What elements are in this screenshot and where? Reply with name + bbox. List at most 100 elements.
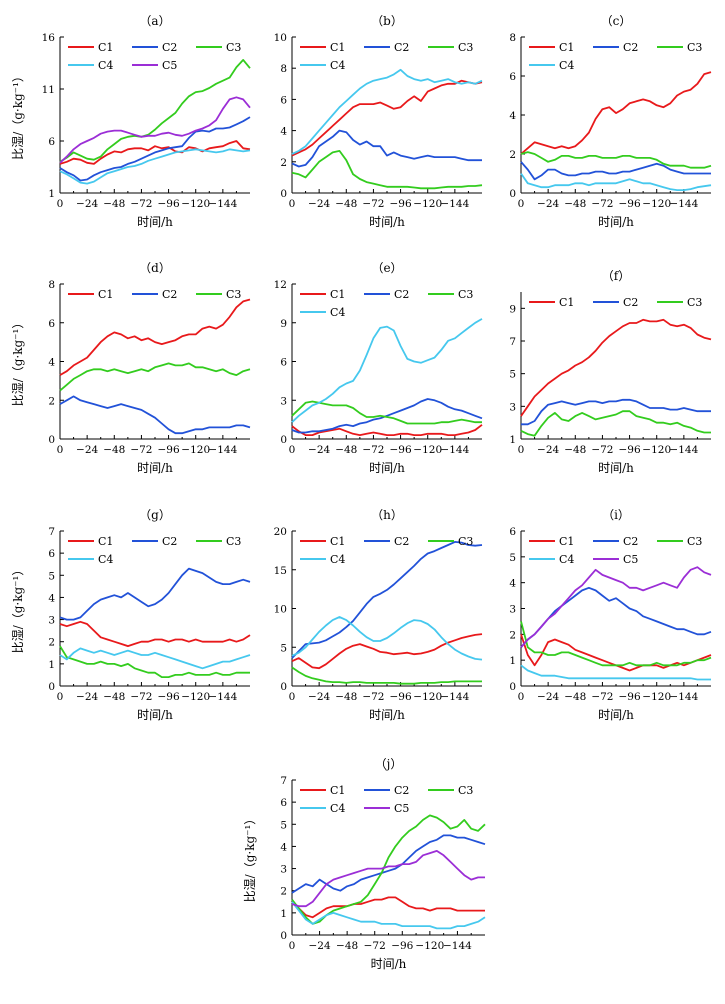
x-tick-label: 0: [57, 691, 64, 703]
x-tick-label: −144: [669, 198, 698, 210]
panel-title: （i）: [602, 508, 630, 522]
series-line-c3: [291, 814, 486, 925]
x-axis-title: 时间/h: [598, 708, 634, 722]
y-tick-label: 15: [274, 565, 287, 577]
y-tick-label: 0: [280, 434, 287, 446]
y-tick-label: 6: [48, 136, 55, 148]
legend-label-c3: C3: [226, 41, 241, 54]
y-tick-label: 5: [280, 642, 287, 654]
series-line-c1: [291, 896, 485, 919]
legend-label-c4: C4: [559, 553, 574, 566]
x-tick-label: −144: [669, 691, 698, 703]
y-tick-label: 12: [274, 279, 287, 291]
y-tick-label: 8: [280, 63, 287, 75]
y-tick-label: 4: [509, 110, 516, 122]
legend-label-c1: C1: [330, 784, 345, 797]
x-tick-label: −120: [181, 691, 210, 703]
panel-title: （e）: [371, 261, 402, 275]
series-line-c2: [291, 834, 486, 894]
series-line-c3: [291, 666, 482, 685]
x-tick-label: 0: [518, 444, 525, 456]
series-line-c3: [291, 400, 482, 425]
series-line-c3: [291, 149, 483, 190]
series-line-c2: [59, 567, 251, 621]
legend-label-c3: C3: [687, 296, 702, 309]
x-tick-label: −144: [669, 444, 698, 456]
series-line-c3: [520, 151, 712, 169]
series-line-c1: [59, 140, 251, 165]
chart-panel-7: （g） 0 1 2 3 4 5 6 7 0 −24 −48 −72 −96 −120−144 时间/h 比湿/（…: [10, 508, 251, 722]
y-tick-label: 6: [280, 357, 287, 369]
x-tick-label: −72: [362, 198, 384, 210]
y-tick-label: 10: [274, 32, 287, 44]
x-axis-title: 时间/h: [598, 215, 634, 229]
x-tick-label: −24: [76, 444, 98, 456]
series-line-c1: [59, 298, 251, 376]
legend-label-c3: C3: [458, 784, 473, 797]
x-tick-label: 0: [518, 198, 525, 210]
x-tick-label: −72: [591, 444, 613, 456]
x-tick-label: −48: [564, 691, 586, 703]
legend-label-c2: C2: [162, 41, 177, 54]
x-tick-label: −48: [564, 444, 586, 456]
x-tick-label: −96: [618, 198, 640, 210]
x-tick-label: 0: [289, 691, 296, 703]
y-axis-title: 比湿/（g·kg⁻¹）: [10, 317, 25, 407]
series-line-c2: [521, 398, 711, 426]
y-tick-label: 6: [280, 94, 287, 106]
series-line-c1: [59, 620, 251, 647]
legend-label-c4: C4: [98, 553, 113, 566]
x-axis-title: 时间/h: [598, 461, 634, 475]
legend-label-c2: C2: [394, 535, 409, 548]
x-tick-label: −24: [537, 444, 559, 456]
y-tick-label: 2: [48, 395, 55, 407]
y-tick-label: 0: [48, 434, 55, 446]
series-line-c3: [59, 362, 251, 392]
x-tick-label: −72: [130, 444, 152, 456]
series-line-c2: [520, 586, 712, 648]
x-tick-label: 0: [289, 940, 296, 952]
series-line-c2: [291, 398, 483, 434]
y-tick-label: 6: [280, 797, 287, 809]
series-line-c3: [59, 645, 250, 678]
x-axis-title: 时间/h: [137, 215, 173, 229]
x-tick-label: −72: [364, 940, 386, 952]
y-tick-label: 2: [509, 629, 516, 641]
y-tick-label: 4: [509, 578, 516, 590]
x-tick-label: −72: [591, 691, 613, 703]
x-tick-label: −24: [308, 444, 330, 456]
y-tick-label: 5: [509, 369, 516, 381]
x-tick-label: 0: [289, 198, 296, 210]
y-tick-label: 0: [509, 681, 516, 693]
legend-label-c1: C1: [330, 288, 345, 301]
y-tick-label: 3: [509, 401, 516, 413]
y-tick-label: 5: [48, 570, 55, 582]
legend-label-c3: C3: [687, 41, 702, 54]
legend-label-c1: C1: [330, 535, 345, 548]
x-tick-label: 0: [289, 444, 296, 456]
series-line-c1: [291, 633, 483, 670]
x-tick-label: −72: [362, 691, 384, 703]
legend-label-c1: C1: [559, 535, 574, 548]
legend-label-c4: C4: [559, 59, 574, 72]
panel-title: （b）: [371, 14, 403, 28]
x-tick-label: −96: [389, 691, 411, 703]
series-line-c2: [291, 129, 482, 168]
legend-label-c1: C1: [559, 296, 574, 309]
legend-label-c2: C2: [623, 41, 638, 54]
y-tick-label: 6: [48, 548, 55, 560]
legend-label-c1: C1: [98, 41, 113, 54]
panel-title: （g）: [139, 508, 171, 522]
panel-title: （c）: [601, 14, 632, 28]
x-tick-label: −48: [103, 691, 125, 703]
y-tick-label: 6: [509, 526, 516, 538]
x-tick-label: −96: [157, 691, 179, 703]
y-tick-label: 4: [48, 592, 55, 604]
y-tick-label: 6: [48, 318, 55, 330]
x-tick-label: −120: [181, 444, 210, 456]
x-tick-label: −144: [208, 444, 237, 456]
x-tick-label: −144: [440, 444, 469, 456]
y-tick-label: 4: [48, 357, 55, 369]
